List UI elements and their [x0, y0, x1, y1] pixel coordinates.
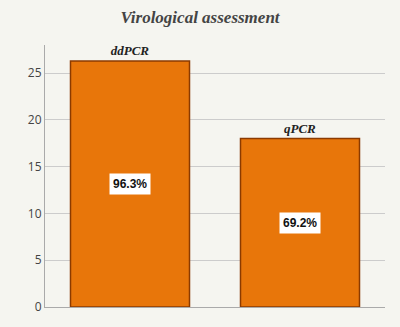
svg-text:20: 20	[28, 111, 42, 128]
svg-text:ddPCR: ddPCR	[111, 43, 150, 58]
svg-text:25: 25	[28, 64, 42, 81]
svg-text:96.3%: 96.3%	[113, 177, 147, 191]
svg-text:5: 5	[35, 251, 42, 268]
svg-text:Virological assessment: Virological assessment	[120, 8, 280, 27]
svg-text:15: 15	[28, 158, 42, 175]
svg-text:qPCR: qPCR	[284, 121, 316, 136]
svg-text:69.2%: 69.2%	[283, 216, 317, 230]
svg-text:0: 0	[35, 298, 42, 315]
svg-text:10: 10	[28, 205, 42, 222]
